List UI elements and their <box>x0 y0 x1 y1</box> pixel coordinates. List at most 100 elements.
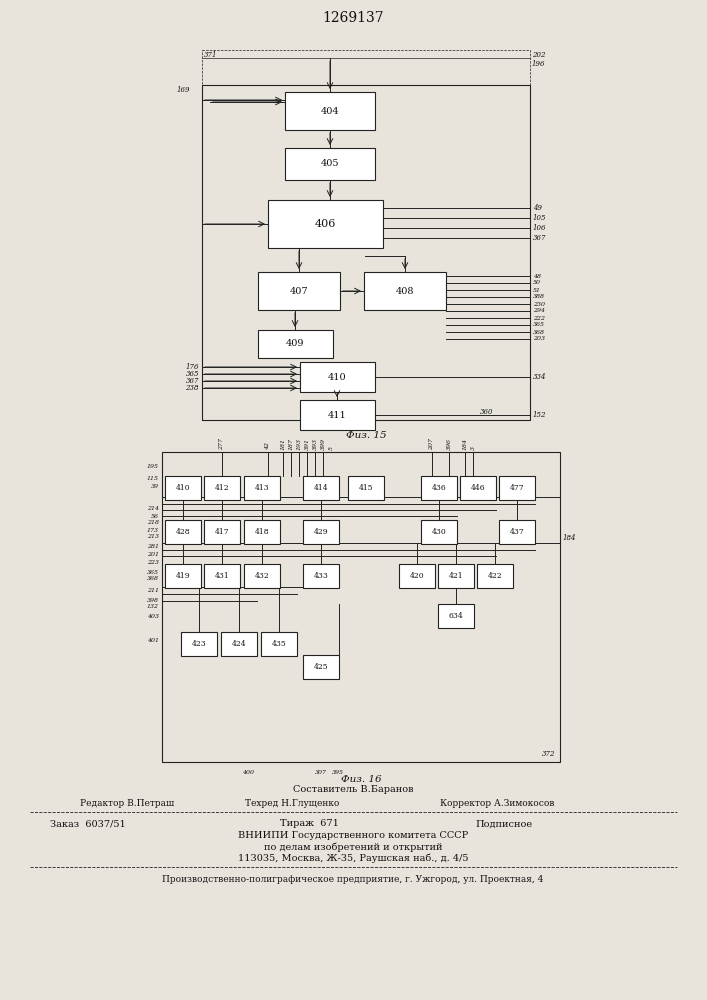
Text: 371: 371 <box>204 51 218 59</box>
FancyBboxPatch shape <box>348 476 384 500</box>
Text: 429: 429 <box>314 528 328 536</box>
Text: 51: 51 <box>533 288 541 292</box>
Text: 176: 176 <box>185 363 199 371</box>
Text: 49: 49 <box>533 204 542 212</box>
FancyBboxPatch shape <box>244 564 280 588</box>
FancyBboxPatch shape <box>438 604 474 628</box>
Text: 50: 50 <box>533 280 541 286</box>
FancyBboxPatch shape <box>285 148 375 180</box>
Text: 477: 477 <box>510 484 525 492</box>
Text: 368: 368 <box>147 576 159 582</box>
Text: 405: 405 <box>321 159 339 168</box>
Text: 105: 105 <box>533 214 547 222</box>
FancyBboxPatch shape <box>204 520 240 544</box>
Text: 360: 360 <box>480 408 493 416</box>
Text: 393: 393 <box>312 438 317 450</box>
Text: 277: 277 <box>219 438 225 450</box>
Text: 181: 181 <box>281 438 286 450</box>
FancyBboxPatch shape <box>303 655 339 679</box>
Text: 410: 410 <box>328 372 347 381</box>
Text: 365: 365 <box>185 370 199 378</box>
Text: 634: 634 <box>449 612 463 620</box>
Text: 56: 56 <box>151 514 159 518</box>
Text: 408: 408 <box>396 286 414 296</box>
Text: 391: 391 <box>305 438 310 450</box>
Text: 113035, Москва, Ж-35, Раушская наб., д. 4/5: 113035, Москва, Ж-35, Раушская наб., д. … <box>238 853 468 863</box>
Text: Техред Н.Глущенко: Техред Н.Глущенко <box>245 800 339 808</box>
Text: 368: 368 <box>533 330 545 334</box>
Text: 1269137: 1269137 <box>322 11 384 25</box>
Text: 48: 48 <box>533 273 541 278</box>
FancyBboxPatch shape <box>285 92 375 130</box>
Text: 422: 422 <box>488 572 502 580</box>
Text: 203: 203 <box>533 336 545 342</box>
Text: 398: 398 <box>147 597 159 602</box>
Text: ВНИИПИ Государственного комитета СССР: ВНИИПИ Государственного комитета СССР <box>238 832 468 840</box>
FancyBboxPatch shape <box>421 520 457 544</box>
Text: 365: 365 <box>147 570 159 574</box>
Text: 431: 431 <box>215 572 229 580</box>
FancyBboxPatch shape <box>261 632 297 656</box>
Text: 367: 367 <box>533 234 547 242</box>
FancyBboxPatch shape <box>438 564 474 588</box>
Text: Производственно-полиграфическое предприятие, г. Ужгород, ул. Проектная, 4: Производственно-полиграфическое предприя… <box>163 874 544 884</box>
Text: Составитель В.Баранов: Составитель В.Баранов <box>293 786 414 794</box>
Text: Редактор В.Петраш: Редактор В.Петраш <box>80 800 174 808</box>
FancyBboxPatch shape <box>303 520 339 544</box>
Text: 407: 407 <box>290 286 308 296</box>
Text: 115: 115 <box>147 477 159 482</box>
Text: 202: 202 <box>532 51 546 59</box>
Text: 430: 430 <box>432 528 446 536</box>
Text: 218: 218 <box>147 520 159 526</box>
Text: 399: 399 <box>320 438 325 450</box>
FancyBboxPatch shape <box>204 476 240 500</box>
FancyBboxPatch shape <box>399 564 435 588</box>
Text: 334: 334 <box>533 373 547 381</box>
FancyBboxPatch shape <box>421 476 457 500</box>
Text: 106: 106 <box>533 224 547 232</box>
Text: 419: 419 <box>175 572 190 580</box>
FancyBboxPatch shape <box>303 476 339 500</box>
Text: 42: 42 <box>266 442 271 450</box>
Text: 420: 420 <box>409 572 424 580</box>
Text: 187: 187 <box>288 438 293 450</box>
Text: 169: 169 <box>177 86 190 94</box>
Text: 211: 211 <box>147 587 159 592</box>
Text: 433: 433 <box>314 572 329 580</box>
Text: 428: 428 <box>175 528 190 536</box>
Text: Тираж  671: Тираж 671 <box>280 820 339 828</box>
FancyBboxPatch shape <box>300 362 375 392</box>
Text: Корректор А.Зимокосов: Корректор А.Зимокосов <box>440 800 554 808</box>
FancyBboxPatch shape <box>165 564 201 588</box>
Text: 411: 411 <box>328 410 347 420</box>
Text: 406: 406 <box>315 219 337 229</box>
Text: 294: 294 <box>533 308 545 314</box>
Text: 425: 425 <box>314 663 328 671</box>
Text: 437: 437 <box>510 528 525 536</box>
Text: 193: 193 <box>296 438 301 450</box>
Text: 39: 39 <box>151 484 159 488</box>
Text: Подписное: Подписное <box>475 820 532 828</box>
FancyBboxPatch shape <box>364 272 446 310</box>
FancyBboxPatch shape <box>204 564 240 588</box>
Text: 412: 412 <box>215 484 229 492</box>
FancyBboxPatch shape <box>221 632 257 656</box>
Text: 436: 436 <box>432 484 446 492</box>
FancyBboxPatch shape <box>258 272 340 310</box>
Text: 238: 238 <box>185 384 199 392</box>
Text: 184: 184 <box>563 534 576 542</box>
Text: Заказ  6037/51: Заказ 6037/51 <box>50 820 126 828</box>
Text: 410: 410 <box>175 484 190 492</box>
FancyBboxPatch shape <box>499 520 535 544</box>
Text: 415: 415 <box>358 484 373 492</box>
Text: 421: 421 <box>449 572 463 580</box>
Text: 403: 403 <box>147 614 159 619</box>
FancyBboxPatch shape <box>460 476 496 500</box>
FancyBboxPatch shape <box>268 200 383 248</box>
Text: 418: 418 <box>255 528 269 536</box>
FancyBboxPatch shape <box>181 632 217 656</box>
Text: 201: 201 <box>147 552 159 556</box>
Text: 388: 388 <box>533 294 545 300</box>
Text: по делам изобретений и открытий: по делам изобретений и открытий <box>264 842 443 852</box>
Text: 435: 435 <box>271 640 286 648</box>
